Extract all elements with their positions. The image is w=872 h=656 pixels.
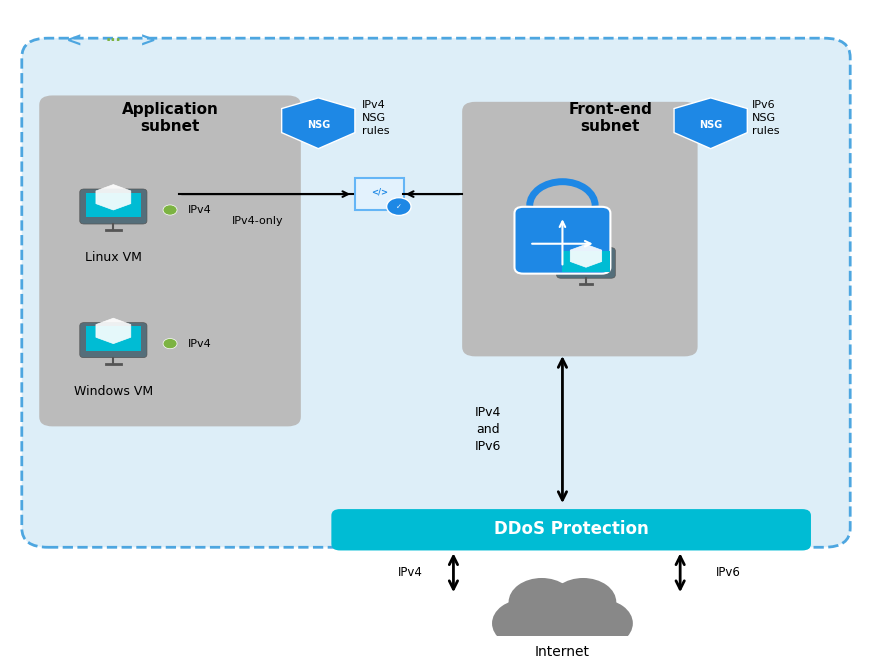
Circle shape (492, 599, 558, 647)
Text: Linux VM: Linux VM (85, 251, 142, 264)
FancyBboxPatch shape (85, 326, 141, 351)
Polygon shape (96, 318, 131, 344)
Text: IPv4
and
IPv6: IPv4 and IPv6 (475, 406, 501, 453)
Text: Internet: Internet (535, 646, 590, 656)
Text: IPv4: IPv4 (398, 566, 422, 579)
Text: Application
subnet: Application subnet (121, 102, 219, 134)
Text: ✓: ✓ (396, 203, 402, 209)
Text: Front-end
subnet: Front-end subnet (569, 102, 652, 134)
Text: </>: </> (371, 188, 388, 197)
Text: ···: ··· (106, 34, 121, 49)
FancyBboxPatch shape (22, 38, 850, 547)
Text: IPv4-only: IPv4-only (231, 216, 283, 226)
Circle shape (508, 578, 575, 626)
FancyBboxPatch shape (514, 207, 610, 274)
Circle shape (567, 599, 633, 647)
Circle shape (550, 578, 617, 626)
Text: IPv6
NSG
rules: IPv6 NSG rules (752, 100, 780, 136)
Text: Windows VM: Windows VM (74, 385, 153, 398)
Text: IPv4: IPv4 (187, 205, 211, 215)
Text: NSG: NSG (699, 119, 722, 130)
Circle shape (517, 584, 608, 651)
Polygon shape (674, 98, 747, 149)
FancyBboxPatch shape (462, 102, 698, 356)
Text: IPv6: IPv6 (716, 566, 740, 579)
FancyBboxPatch shape (556, 248, 616, 278)
Text: DDoS Protection: DDoS Protection (494, 520, 649, 539)
Text: IPv4: IPv4 (187, 338, 211, 348)
Circle shape (386, 197, 411, 215)
Polygon shape (96, 184, 131, 210)
FancyBboxPatch shape (562, 251, 610, 272)
FancyBboxPatch shape (331, 509, 811, 550)
Text: >: > (140, 32, 156, 51)
FancyBboxPatch shape (80, 323, 146, 358)
Circle shape (531, 609, 594, 655)
Text: IPv4
NSG
rules: IPv4 NSG rules (362, 100, 390, 136)
FancyBboxPatch shape (80, 189, 146, 224)
FancyBboxPatch shape (355, 178, 404, 210)
FancyBboxPatch shape (85, 192, 141, 217)
Polygon shape (570, 245, 602, 267)
FancyBboxPatch shape (39, 96, 301, 426)
Circle shape (163, 205, 177, 215)
Text: NSG: NSG (307, 119, 330, 130)
Text: <: < (66, 32, 82, 51)
Polygon shape (282, 98, 355, 149)
Circle shape (163, 338, 177, 349)
